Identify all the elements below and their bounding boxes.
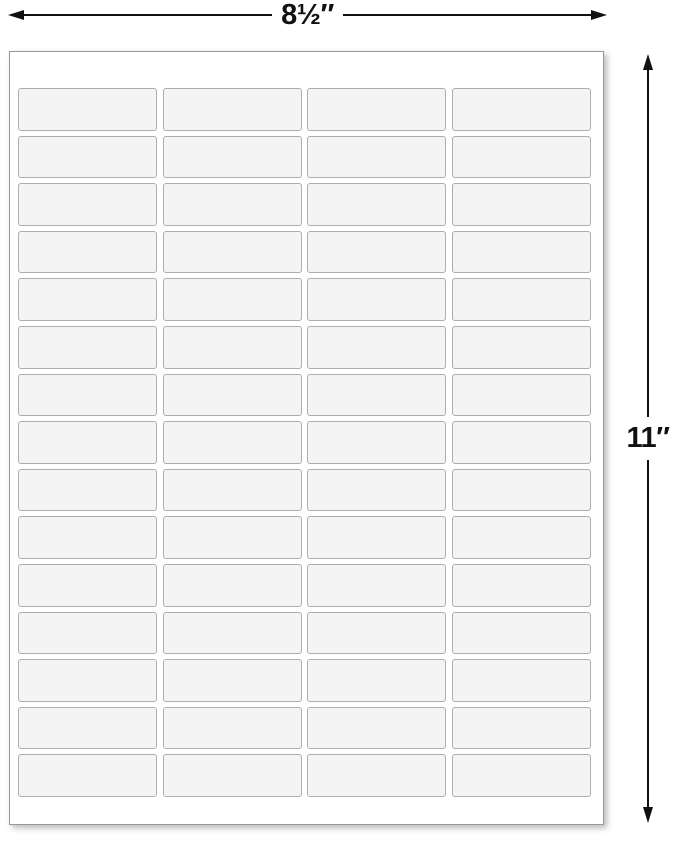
blank-label	[18, 230, 158, 274]
width-dimension-arrow: 8½″	[8, 0, 607, 30]
blank-label	[307, 706, 447, 750]
arrowhead-left-icon	[8, 10, 24, 20]
blank-label	[18, 373, 158, 417]
blank-label	[18, 325, 158, 369]
dimension-line-bottom	[646, 460, 650, 807]
height-dimension-label: 11″	[626, 422, 670, 454]
blank-label	[18, 468, 158, 512]
blank-label	[18, 88, 158, 131]
blank-label	[307, 183, 447, 226]
blank-label	[307, 563, 447, 607]
blank-label	[307, 88, 447, 131]
arrowhead-down-icon	[643, 807, 653, 823]
blank-label	[162, 563, 302, 607]
blank-label	[307, 278, 447, 321]
blank-label	[451, 421, 591, 464]
blank-label	[162, 88, 302, 131]
blank-label	[18, 659, 158, 702]
blank-label	[307, 325, 447, 369]
height-dimension-arrow: 11″	[620, 54, 676, 823]
blank-label	[18, 421, 158, 464]
blank-label	[307, 611, 447, 655]
blank-label	[307, 230, 447, 274]
dimension-line-left	[24, 13, 273, 17]
blank-label	[451, 659, 591, 702]
blank-label	[451, 230, 591, 274]
blank-label	[307, 135, 447, 179]
blank-label	[162, 516, 302, 559]
blank-label	[162, 373, 302, 417]
label-grid	[18, 88, 591, 797]
blank-label	[162, 706, 302, 750]
blank-label	[451, 373, 591, 417]
blank-label	[451, 135, 591, 179]
blank-label	[162, 468, 302, 512]
blank-label	[451, 706, 591, 750]
blank-label	[18, 754, 158, 797]
blank-label	[162, 325, 302, 369]
blank-label	[451, 278, 591, 321]
blank-label	[162, 278, 302, 321]
blank-label	[162, 183, 302, 226]
dimension-line-top	[646, 70, 650, 417]
blank-label	[307, 421, 447, 464]
blank-label	[18, 278, 158, 321]
blank-label	[307, 468, 447, 512]
blank-label	[162, 135, 302, 179]
blank-label	[18, 516, 158, 559]
width-dimension-label: 8½″	[281, 0, 334, 31]
arrowhead-up-icon	[643, 54, 653, 70]
blank-label	[451, 468, 591, 512]
blank-label	[18, 563, 158, 607]
blank-label	[451, 754, 591, 797]
paper-sheet	[9, 51, 604, 825]
blank-label	[307, 754, 447, 797]
blank-label	[451, 325, 591, 369]
blank-label	[451, 563, 591, 607]
blank-label	[162, 754, 302, 797]
blank-label	[18, 135, 158, 179]
blank-label	[162, 611, 302, 655]
blank-label	[307, 373, 447, 417]
blank-label	[451, 611, 591, 655]
blank-label	[451, 516, 591, 559]
blank-label	[451, 183, 591, 226]
dimension-line-right	[342, 13, 591, 17]
blank-label	[18, 183, 158, 226]
blank-label	[162, 421, 302, 464]
arrowhead-right-icon	[591, 10, 607, 20]
blank-label	[162, 659, 302, 702]
blank-label	[162, 230, 302, 274]
blank-label	[18, 611, 158, 655]
blank-label	[307, 516, 447, 559]
blank-label	[451, 88, 591, 131]
blank-label	[18, 706, 158, 750]
blank-label	[307, 659, 447, 702]
